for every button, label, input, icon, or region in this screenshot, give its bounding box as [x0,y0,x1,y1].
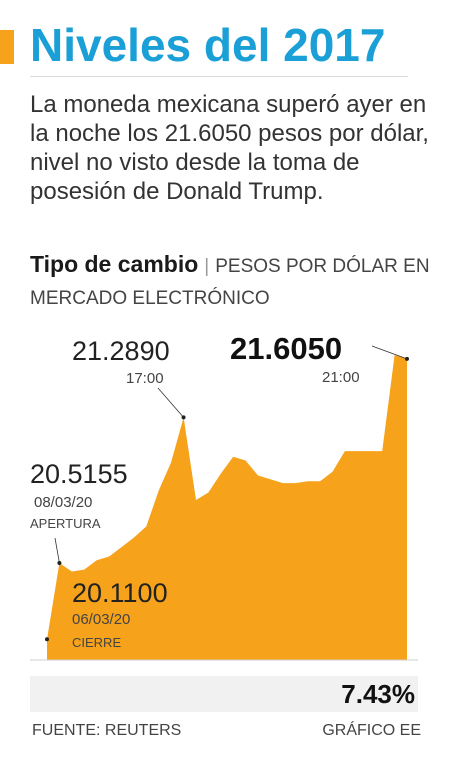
change-bar [30,676,418,712]
open-value-label: 20.5155 [30,459,128,489]
title-accent-bar [0,30,14,64]
subtitle-text: La moneda mexicana superó ayer en la noc… [30,91,429,205]
close-caption-label: CIERRE [72,635,122,650]
chart-heading: Tipo de cambio | PESOS POR DÓLAR EN MERCAD… [30,248,440,315]
chart-title: Tipo de cambio [30,251,199,277]
last-value-label: 21.6050 [230,331,343,366]
title-divider [30,76,408,77]
open-date-label: 08/03/20 [34,494,93,511]
open-leader-dot [57,560,62,565]
peak-time-label: 17:00 [126,370,164,387]
heading-separator: | [204,256,210,277]
peak-value-label: 21.2890 [72,336,170,366]
source-label: FUENTE: REUTERS [32,722,182,739]
page-title: Niveles del 2017 [30,19,386,71]
open-leader [54,537,60,564]
open-caption-label: APERTURA [30,516,101,531]
peak-leader [157,387,184,418]
change-value: 7.43% [341,679,415,709]
peak-leader-dot [181,415,186,420]
close-value-label: 20.1100 [72,578,168,608]
close-date-label: 06/03/20 [72,611,131,628]
chart-unit: PESOS POR DÓLAR EN MERCADO ELECTRÓNICO [30,256,430,309]
credit-label: GRÁFICO EE [322,722,421,739]
last-leader [371,345,408,360]
series-area [47,355,407,660]
last-time-label: 21:00 [322,369,360,386]
close-leader-dot [45,637,49,642]
last-leader-dot [405,356,409,361]
